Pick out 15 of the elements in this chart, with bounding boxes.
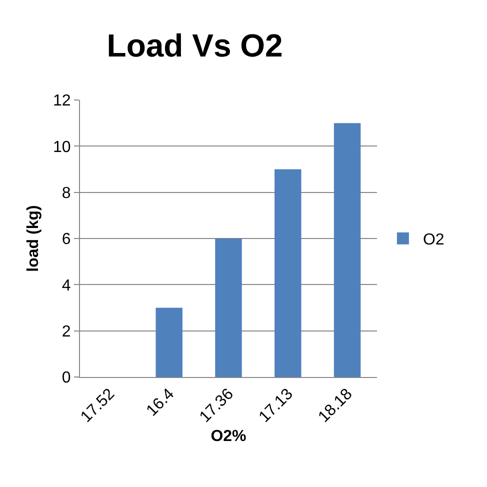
y-tick-label: 0 bbox=[62, 370, 71, 387]
bar bbox=[156, 308, 182, 377]
legend-label: O2 bbox=[422, 232, 444, 249]
y-tick-label: 6 bbox=[62, 231, 71, 248]
y-tick-label: 8 bbox=[62, 184, 71, 202]
chart-title: Load Vs O2 bbox=[106, 27, 283, 64]
bar bbox=[215, 238, 242, 377]
y-axis-title: load (kg) bbox=[25, 205, 42, 272]
y-tick-label: 12 bbox=[53, 92, 71, 110]
bar bbox=[274, 169, 302, 377]
y-tick-label: 4 bbox=[62, 277, 71, 294]
y-tick-label: 10 bbox=[53, 138, 71, 156]
y-tick-label: 2 bbox=[62, 323, 71, 340]
x-axis-title: O2% bbox=[210, 428, 246, 446]
bar bbox=[334, 123, 361, 377]
